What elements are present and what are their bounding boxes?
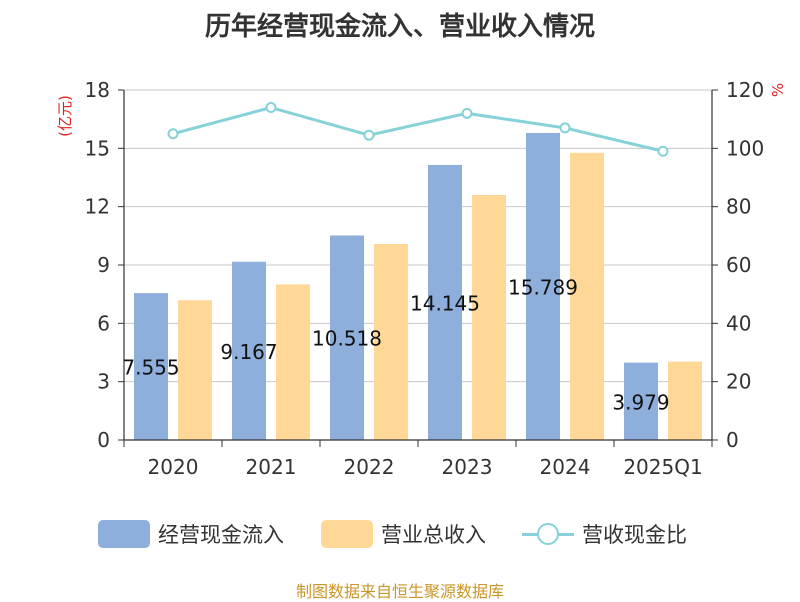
data-labels: 7.555 9.167 10.518 14.145 15.789 3.979 bbox=[122, 275, 669, 414]
data-label-cash-inflow: 15.789 bbox=[508, 275, 578, 299]
chart-title: 历年经营现金流入、营业收入情况 bbox=[204, 12, 595, 42]
data-label-cash-inflow: 10.518 bbox=[312, 327, 382, 351]
y-right-tick-label: 80 bbox=[726, 195, 751, 219]
source-footer: 制图数据来自恒生聚源数据库 bbox=[295, 582, 504, 601]
y-right-tick-label: 20 bbox=[726, 370, 751, 394]
bar-revenue bbox=[570, 152, 604, 441]
x-tick-label: 2023 bbox=[442, 455, 493, 479]
bar-cash-inflow bbox=[330, 235, 364, 440]
ratio-point bbox=[265, 102, 277, 113]
y-left-tick-label: 0 bbox=[97, 428, 110, 452]
grid-lines bbox=[124, 89, 712, 383]
ratio-line bbox=[172, 105, 664, 153]
legend-label-cash-inflow: 经营现金流入 bbox=[158, 523, 284, 547]
y-left-unit-label: (亿元) bbox=[56, 95, 74, 137]
x-tick-label: 2025Q1 bbox=[623, 455, 702, 479]
bar-cash-inflow bbox=[526, 132, 560, 440]
y-left-tick-label: 12 bbox=[85, 195, 110, 219]
ratio-point bbox=[167, 128, 179, 140]
legend-label-ratio: 营收现金比 bbox=[582, 523, 687, 547]
y-left-tick-label: 3 bbox=[97, 370, 110, 394]
bar-cash-inflow bbox=[624, 362, 658, 440]
data-label-cash-inflow: 3.979 bbox=[612, 390, 669, 414]
y-left-tick-label: 15 bbox=[85, 136, 110, 160]
y-right-tick-label: 60 bbox=[726, 253, 751, 277]
bar-cash-inflow bbox=[232, 261, 266, 440]
data-label-cash-inflow: 7.555 bbox=[122, 356, 179, 380]
x-tick-label: 2021 bbox=[246, 455, 297, 479]
axes: 0 3 6 9 12 15 18 0 20 40 60 80 100 120 (亿元)% 2020 2021 20… bbox=[56, 78, 787, 479]
data-label-cash-inflow: 14.145 bbox=[410, 291, 480, 315]
bar-revenue bbox=[472, 195, 506, 440]
y-right-tick-label: 40 bbox=[726, 311, 751, 335]
y-right-tick-label: 100 bbox=[726, 136, 764, 160]
legend-item-revenue[interactable]: 营业总收入 bbox=[321, 518, 486, 550]
x-tick-label: 2022 bbox=[344, 455, 395, 479]
bar-revenue bbox=[178, 300, 212, 440]
y-right-unit-label: % bbox=[769, 83, 787, 97]
bar-series bbox=[134, 132, 702, 441]
y-right-tick-label: 0 bbox=[726, 428, 739, 452]
legend-swatch-revenue bbox=[321, 520, 373, 548]
legend-item-ratio[interactable]: 营收现金比 bbox=[522, 518, 687, 550]
bar-revenue bbox=[276, 284, 310, 440]
x-tick-label: 2020 bbox=[148, 455, 199, 479]
legend-swatch-cash-inflow bbox=[98, 520, 150, 548]
data-label-cash-inflow: 9.167 bbox=[220, 340, 277, 364]
y-left-tick-label: 6 bbox=[97, 311, 110, 335]
legend-item-cash-inflow[interactable]: 经营现金流入 bbox=[98, 518, 284, 550]
x-tick-label: 2024 bbox=[540, 455, 591, 479]
y-left-tick-label: 9 bbox=[97, 253, 110, 277]
bar-revenue bbox=[668, 361, 702, 440]
y-left-tick-label: 18 bbox=[85, 78, 110, 102]
bar-revenue bbox=[374, 244, 408, 440]
legend-label-revenue: 营业总收入 bbox=[381, 523, 486, 547]
ratio-point bbox=[559, 122, 571, 134]
legend-swatch-ratio bbox=[522, 520, 574, 548]
bar-cash-inflow bbox=[428, 164, 462, 441]
ratio-line-series bbox=[167, 102, 669, 157]
ratio-point bbox=[657, 145, 669, 157]
bar-cash-inflow bbox=[134, 293, 168, 440]
ratio-point bbox=[363, 129, 375, 141]
ratio-point bbox=[461, 107, 473, 119]
y-right-tick-label: 120 bbox=[726, 78, 764, 102]
